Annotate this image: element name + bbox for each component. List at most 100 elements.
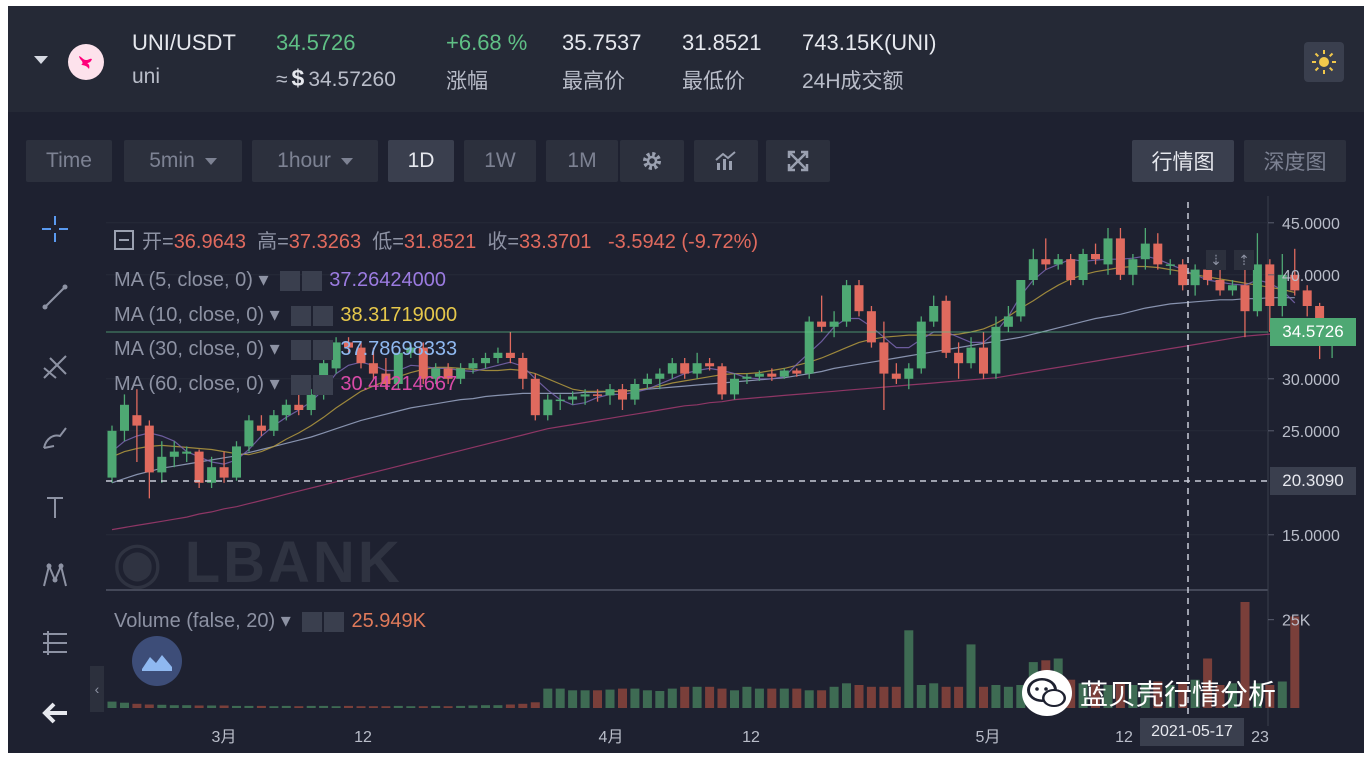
volume-24h: 743.15K(UNI): [802, 30, 937, 55]
interval-hours-dropdown[interactable]: 1hour: [252, 140, 378, 182]
volume-bar: [418, 706, 428, 708]
gear-icon[interactable]: [290, 339, 311, 360]
high-price: 35.7537: [562, 30, 642, 55]
candle-body: [244, 420, 254, 447]
trend-line-tool[interactable]: [38, 280, 72, 314]
close-icon[interactable]: [312, 374, 333, 395]
candle-body: [630, 384, 640, 400]
interval-1m-button[interactable]: 1M: [546, 140, 618, 182]
candle-body: [829, 321, 839, 327]
interval-1d-button[interactable]: 1D: [388, 140, 454, 182]
candle-body: [269, 415, 279, 431]
gear-icon[interactable]: [279, 270, 300, 291]
chart-settings-button[interactable]: [620, 140, 684, 182]
candle-body: [1240, 285, 1250, 312]
volume-bar: [555, 688, 565, 708]
ma10-label: MA (10, close, 0): [114, 304, 265, 326]
candle-body: [169, 451, 179, 457]
volume-bar: [593, 690, 602, 708]
candle-body: [1091, 254, 1100, 260]
fib-tool[interactable]: [38, 350, 72, 384]
candle-body: [1153, 243, 1163, 265]
expand-icon: [787, 150, 809, 172]
ma30-label: MA (30, close, 0): [114, 338, 265, 360]
close-icon[interactable]: [312, 339, 333, 360]
tab-kline-view[interactable]: 行情图: [1132, 140, 1234, 182]
interval-1w-button[interactable]: 1W: [464, 140, 536, 182]
volume-bar: [144, 704, 154, 708]
volume-bar: [393, 705, 403, 708]
approx-value: 34.57260: [308, 68, 396, 91]
volume-bar: [518, 703, 528, 708]
scroll-arrows[interactable]: ⇣ ⇡: [1206, 250, 1254, 270]
change-value: -3.5942 (-9.72%): [607, 231, 759, 253]
volume-bar: [1240, 602, 1250, 708]
volume-bar: [891, 686, 901, 708]
candle-body: [294, 404, 304, 410]
sun-icon: [1312, 50, 1336, 74]
pattern-tool[interactable]: [38, 558, 72, 592]
scroll-down-button[interactable]: [1206, 250, 1226, 270]
candle-body: [979, 347, 988, 374]
chevron-down-icon: ▾: [258, 269, 269, 291]
gear-icon[interactable]: [301, 611, 322, 632]
volume-bar: [530, 702, 540, 708]
text-tool[interactable]: [38, 490, 72, 524]
close-icon[interactable]: [312, 305, 333, 326]
candle-body: [481, 358, 490, 364]
candle-body: [468, 363, 478, 369]
crosshair-tool[interactable]: [38, 212, 72, 246]
candle-body: [406, 347, 416, 353]
volume-indicator-label: Volume (false, 20): [114, 610, 276, 632]
candle-body: [505, 352, 515, 358]
interval-minutes-dropdown[interactable]: 5min: [124, 140, 242, 182]
price-tick-label: 15.0000: [1282, 528, 1340, 545]
scroll-up-button[interactable]: [1234, 250, 1254, 270]
candle-body: [991, 326, 1001, 374]
price-tick-label: 40.0000: [1282, 268, 1340, 285]
theme-toggle-button[interactable]: [1304, 42, 1344, 82]
brush-tool[interactable]: [38, 420, 72, 454]
candle-body: [605, 389, 615, 396]
ma60-value: 30.44214667: [340, 373, 458, 395]
candle-body: [518, 358, 528, 379]
volume-bar: [817, 690, 827, 708]
volume-bar: [219, 705, 229, 708]
collapse-legend-icon[interactable]: [114, 230, 134, 250]
volume-bar: [1103, 685, 1113, 708]
ma10-legend[interactable]: MA (10, close, 0) ▾ 38.31719000: [114, 302, 457, 327]
fullscreen-button[interactable]: [766, 140, 830, 182]
ma5-legend[interactable]: MA (5, close, 0) ▾ 37.26424000: [114, 267, 446, 292]
volume-bar: [1091, 683, 1100, 708]
candle-body: [306, 394, 316, 410]
pair-dropdown-icon[interactable]: [34, 56, 48, 64]
close-icon[interactable]: [323, 611, 344, 632]
change-percent: +6.68 %: [446, 30, 528, 55]
ma60-legend[interactable]: MA (60, close, 0) ▾ 30.44214667: [114, 371, 457, 396]
candle-body: [331, 342, 341, 369]
volume-bar: [406, 706, 416, 708]
volume-bar: [1128, 685, 1138, 708]
crosshair-icon: [42, 216, 68, 242]
close-icon[interactable]: [301, 270, 322, 291]
tab-depth-view[interactable]: 深度图: [1244, 140, 1346, 182]
measure-tool[interactable]: [38, 626, 72, 660]
candle-body: [929, 306, 939, 322]
interval-time-button[interactable]: Time: [26, 140, 112, 182]
ma30-legend[interactable]: MA (30, close, 0) ▾ 37.78698333: [114, 336, 457, 361]
candle-body: [1041, 259, 1051, 265]
gear-icon[interactable]: [290, 374, 311, 395]
collapse-toolbar-button[interactable]: ‹: [90, 666, 104, 712]
candle-body: [717, 366, 727, 395]
volume-bar: [966, 644, 976, 708]
back-button[interactable]: [38, 696, 72, 730]
candle-body: [381, 373, 391, 384]
volume-chart-toggle[interactable]: [132, 636, 182, 686]
volume-bar: [829, 686, 839, 708]
price-tick-label: 45.0000: [1282, 216, 1340, 233]
candle-body: [593, 394, 602, 396]
volume-legend[interactable]: Volume (false, 20) ▾ 25.949K: [114, 608, 426, 633]
gear-icon[interactable]: [290, 305, 311, 326]
indicators-button[interactable]: [694, 140, 758, 182]
